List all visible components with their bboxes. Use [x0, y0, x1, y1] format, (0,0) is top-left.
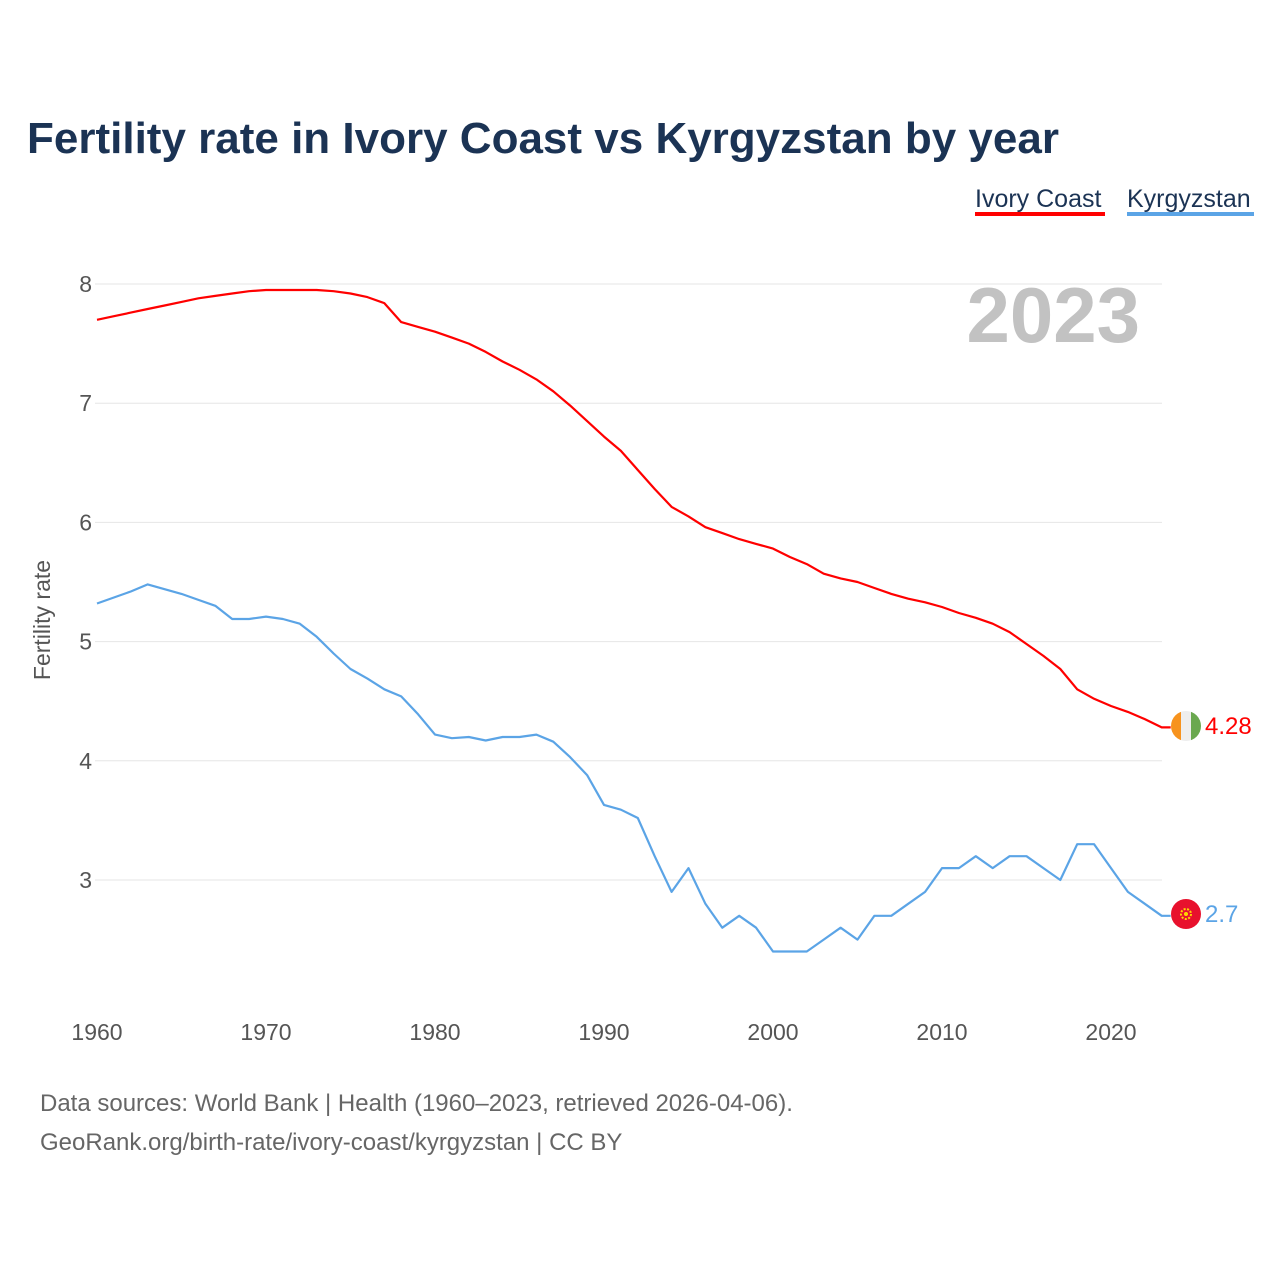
- legend-swatch-kyrgyzstan: [1127, 212, 1254, 216]
- y-axis-ticks: 3 4 5 6 7 8: [79, 271, 92, 893]
- series-line-kyrgyzstan[interactable]: [96, 583, 1171, 953]
- y-tick-label: 3: [79, 867, 92, 893]
- legend-item-kyrgyzstan[interactable]: Kyrgyzstan: [1127, 185, 1251, 213]
- legend: Ivory Coast Kyrgyzstan: [975, 185, 1254, 216]
- x-tick-label: 2010: [916, 1019, 967, 1045]
- x-tick-label: 1970: [240, 1019, 291, 1045]
- y-tick-label: 5: [79, 629, 92, 655]
- kyrgyzstan-flag-icon: [1171, 899, 1201, 929]
- chart-title: Fertility rate in Ivory Coast vs Kyrgyzs…: [27, 114, 1059, 163]
- y-tick-label: 6: [79, 509, 92, 535]
- y-tick-label: 8: [79, 271, 92, 297]
- x-tick-label: 1990: [578, 1019, 629, 1045]
- series-lines: [96, 288, 1171, 953]
- end-label-kyrgyzstan: 2.7: [1205, 901, 1238, 928]
- x-axis-ticks: 1960 1970 1980 1990 2000 2010 2020: [71, 1019, 1136, 1045]
- x-tick-label: 1980: [409, 1019, 460, 1045]
- data-sources: Data sources: World Bank | Health (1960–…: [40, 1090, 793, 1117]
- y-axis-label: Fertility rate: [29, 560, 55, 680]
- ivory-coast-flag-icon: [1171, 711, 1201, 741]
- legend-swatch-ivory-coast: [975, 212, 1105, 216]
- y-tick-label: 7: [79, 390, 92, 416]
- gridlines: [95, 283, 1162, 881]
- y-tick-label: 4: [79, 748, 92, 774]
- series-line-ivory-coast[interactable]: [96, 288, 1171, 729]
- x-tick-label: 2000: [747, 1019, 798, 1045]
- x-tick-label: 2020: [1085, 1019, 1136, 1045]
- x-tick-label: 1960: [71, 1019, 122, 1045]
- legend-item-ivory-coast[interactable]: Ivory Coast: [975, 185, 1101, 213]
- credit-link[interactable]: GeoRank.org/birth-rate/ivory-coast/kyrgy…: [40, 1129, 622, 1156]
- current-year-watermark: 2023: [966, 271, 1140, 359]
- end-label-ivory-coast: 4.28: [1205, 713, 1252, 740]
